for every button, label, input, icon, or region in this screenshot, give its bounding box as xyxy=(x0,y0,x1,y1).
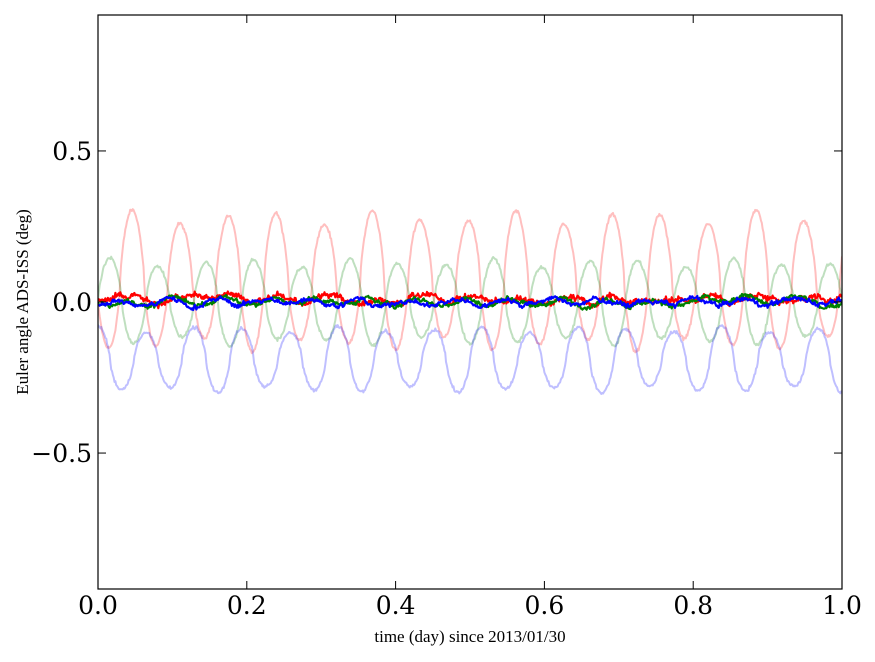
y-tick-label: −0.5 xyxy=(31,439,92,468)
x-tick-label: 0.8 xyxy=(673,591,713,620)
y-tick-label: 0.0 xyxy=(52,288,92,317)
x-tick-label: 0.2 xyxy=(227,591,267,620)
x-tick-label: 0.4 xyxy=(376,591,416,620)
plot-frame xyxy=(97,14,843,590)
series-line-2 xyxy=(98,255,842,348)
x-axis-label: time (day) since 2013/01/30 xyxy=(374,627,565,646)
x-tick-label: 0.6 xyxy=(525,591,565,620)
y-tick-label: 0.5 xyxy=(52,137,92,166)
series-line-1 xyxy=(98,208,842,355)
x-tick-label: 0.0 xyxy=(78,591,118,620)
series-line-3 xyxy=(98,324,842,395)
x-tick-label: 1.0 xyxy=(822,591,862,620)
series-group xyxy=(98,208,842,395)
tick-labels: 0.0 0.2 0.4 0.6 0.8 1.0 −0.5 0.0 0.5 xyxy=(31,137,862,620)
y-axis-label: Euler angle ADS-ISS (deg) xyxy=(13,209,32,395)
series-line-6 xyxy=(98,294,842,312)
